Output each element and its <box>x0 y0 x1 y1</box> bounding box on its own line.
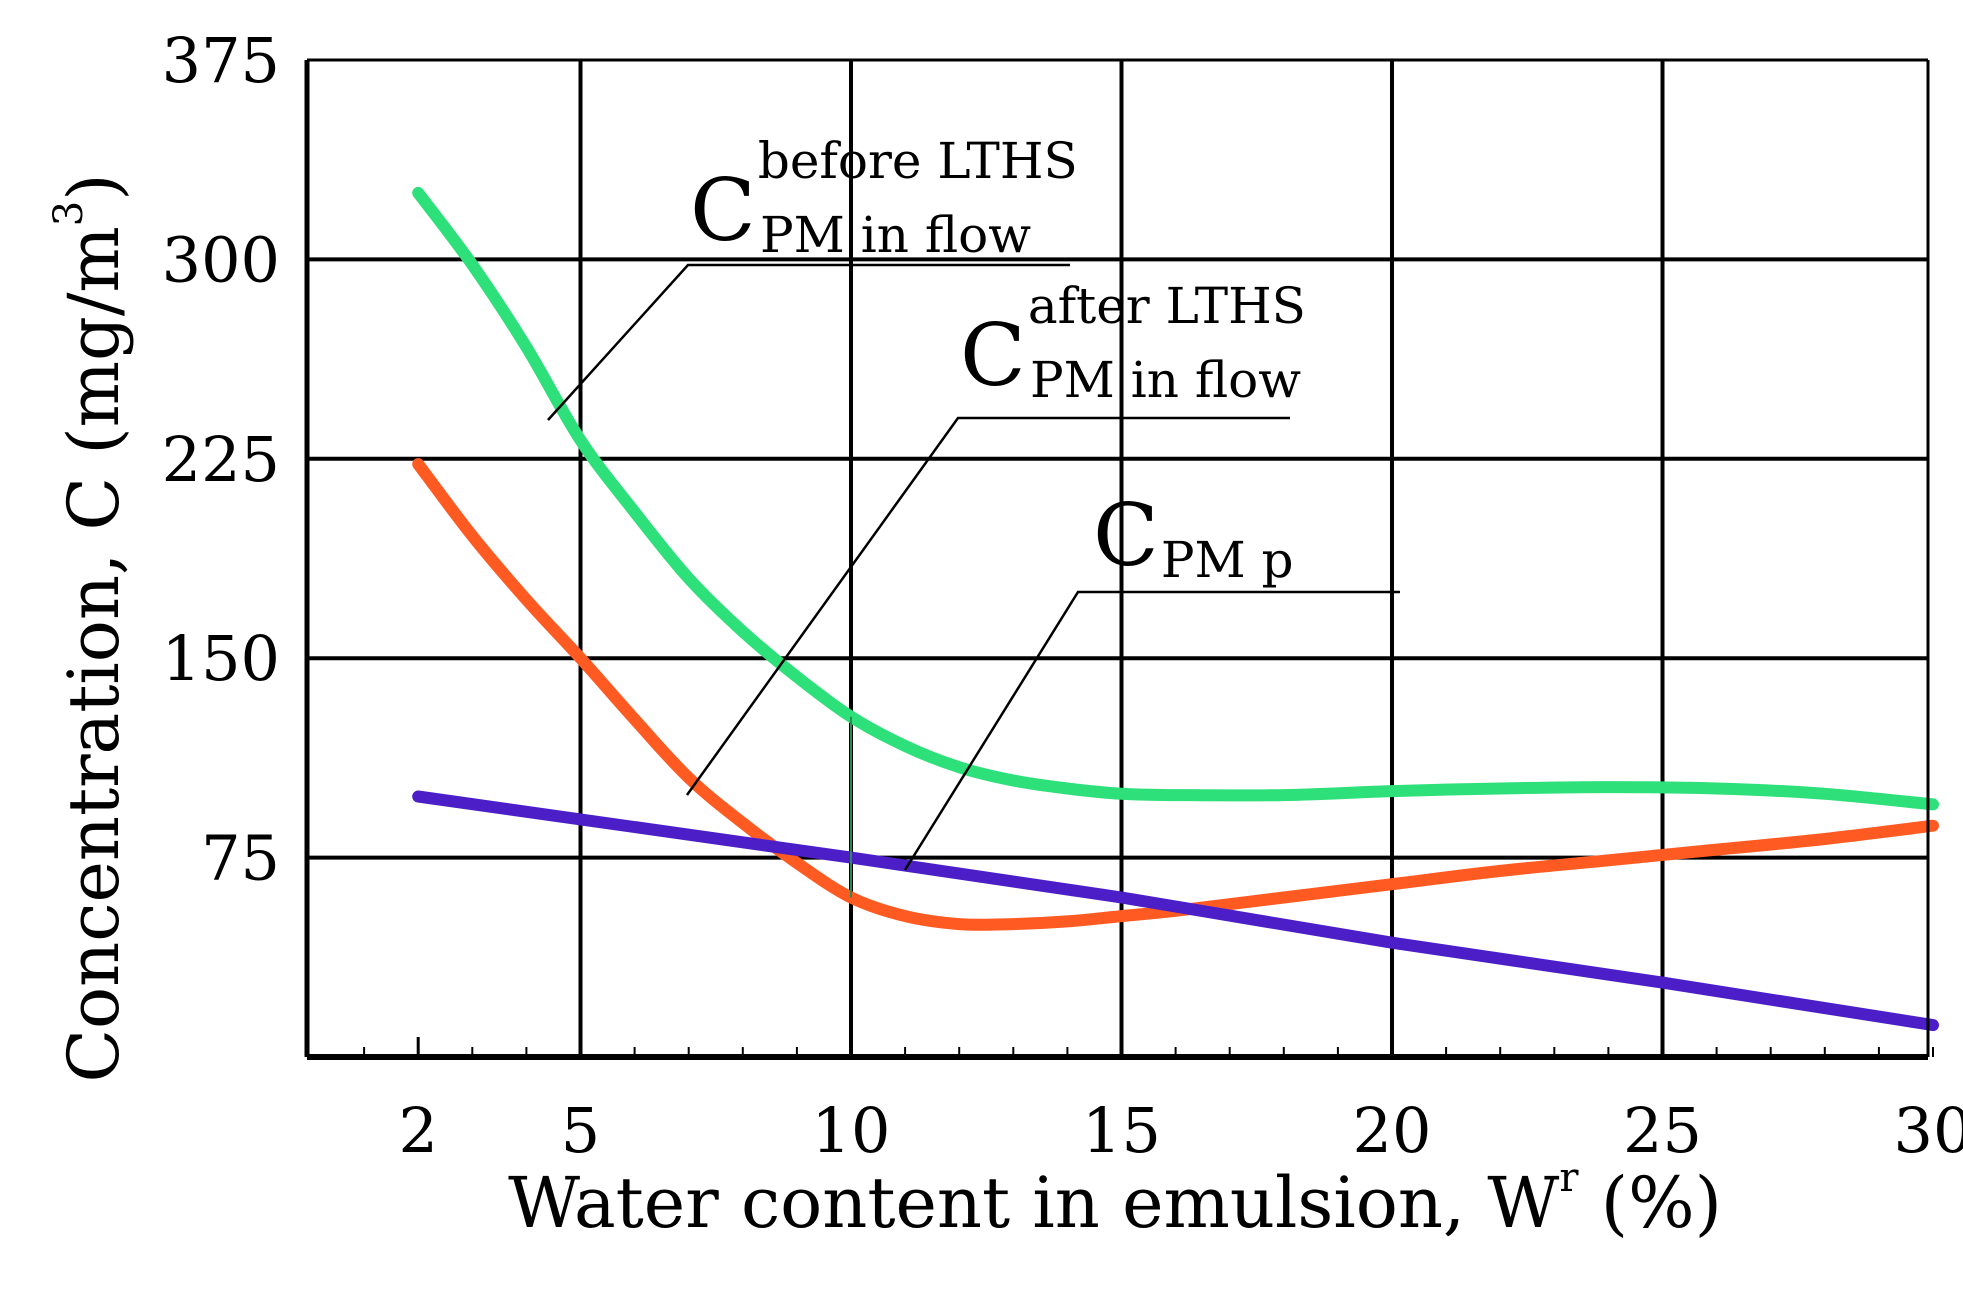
series-lines <box>412 186 1939 1032</box>
y-tick-label: 225 <box>162 423 280 496</box>
svg-text:CPM p: CPM p <box>1093 486 1294 589</box>
x-tick-label: 20 <box>1353 1094 1432 1167</box>
leader-lines <box>547 263 1400 871</box>
series-line-before-lths <box>412 186 1939 811</box>
x-tick-label: 5 <box>561 1094 600 1167</box>
y-tick-label: 150 <box>162 622 280 695</box>
leader-before-lths <box>547 263 1070 421</box>
x-tick-label: 10 <box>812 1094 891 1167</box>
series-line-after-lths <box>412 458 1939 931</box>
y-tick-label: 75 <box>201 822 280 895</box>
x-axis-title: Water content in emulsion, Wr (%) <box>508 1155 1722 1244</box>
label-before-lths: Cbefore LTHS PM in flow <box>690 132 1078 264</box>
label-after-lths: Cafter LTHS PM in flow <box>960 277 1306 409</box>
y-tick-label: 375 <box>162 24 280 97</box>
x-tick-label: 15 <box>1082 1094 1161 1167</box>
axes <box>304 58 1930 1060</box>
label-pm-p: CPM p <box>1093 486 1294 589</box>
leader-after-lths <box>685 416 1290 796</box>
series-line-pm-p <box>412 790 1939 1032</box>
y-tick-label: 300 <box>162 223 280 296</box>
leader-pm-p <box>903 590 1400 871</box>
x-tick-label: 2 <box>398 1094 437 1167</box>
x-tick-label: 30 <box>1894 1094 1963 1167</box>
x-tick-label: 25 <box>1623 1094 1702 1167</box>
y-axis-title: Concentration, C (mg/m3) <box>46 173 135 1082</box>
